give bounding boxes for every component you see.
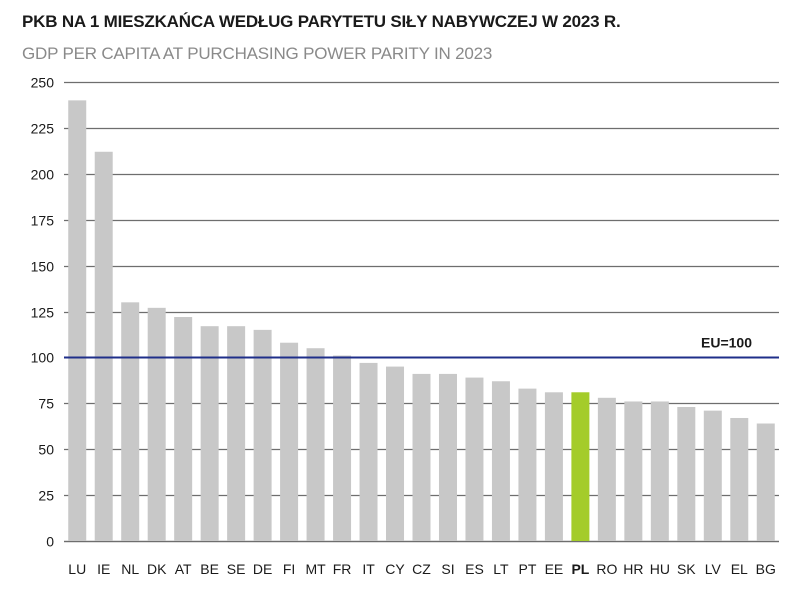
bar-de: [253, 329, 272, 541]
x-tick-label-cy: CY: [385, 561, 405, 577]
bar-lv: [703, 410, 722, 541]
x-tick-label-cz: CZ: [412, 561, 431, 577]
x-tick-label-el: EL: [731, 561, 748, 577]
bar-ie: [94, 151, 113, 541]
reference-line-group: EU=100: [64, 335, 779, 359]
x-tick-label-lt: LT: [493, 561, 509, 577]
bar-nl: [121, 302, 140, 541]
reference-line-label: EU=100: [701, 335, 752, 351]
x-tick-label-ro: RO: [596, 561, 617, 577]
bar-el: [730, 417, 749, 541]
y-tick-label: 25: [38, 488, 54, 504]
bar-bg: [756, 423, 775, 541]
y-tick-label: 50: [38, 442, 54, 458]
bar-dk: [147, 307, 166, 541]
bar-pt: [518, 388, 537, 541]
x-tick-label-se: SE: [227, 561, 246, 577]
y-tick-label: 175: [31, 213, 55, 229]
y-tick-label: 250: [31, 75, 55, 91]
chart-subtitle: GDP PER CAPITA AT PURCHASING POWER PARIT…: [22, 44, 493, 63]
bar-hu: [650, 401, 669, 541]
x-tick-label-si: SI: [441, 561, 454, 577]
x-tick-label-fr: FR: [333, 561, 352, 577]
y-tick-label: 150: [31, 259, 55, 275]
bar-es: [465, 377, 484, 541]
bar-fi: [280, 342, 299, 541]
y-tick-label: 75: [38, 396, 54, 412]
bar-be: [200, 326, 219, 541]
y-axis-ticks: 0 25 50 75 100 125 150 175 200 225 250: [31, 75, 55, 550]
y-tick-label: 0: [46, 534, 54, 550]
bar-si: [438, 373, 457, 541]
y-tick-label: 125: [31, 305, 55, 321]
y-tick-label: 100: [31, 350, 55, 366]
y-tick-label: 225: [31, 121, 55, 137]
x-tick-label-be: BE: [200, 561, 219, 577]
x-tick-label-lv: LV: [705, 561, 722, 577]
x-tick-label-bg: BG: [756, 561, 776, 577]
x-tick-label-de: DE: [253, 561, 272, 577]
x-tick-label-lu: LU: [68, 561, 86, 577]
x-tick-label-hu: HU: [650, 561, 670, 577]
x-tick-label-nl: NL: [121, 561, 139, 577]
x-tick-label-fi: FI: [283, 561, 295, 577]
x-tick-label-es: ES: [465, 561, 484, 577]
x-tick-label-it: IT: [362, 561, 375, 577]
bar-lt: [491, 381, 510, 541]
bar-pl: [571, 392, 590, 541]
bars: [68, 100, 775, 542]
x-tick-label-sk: SK: [677, 561, 696, 577]
x-axis-labels: LU IE NL DK AT BE SE DE FI MT FR IT CY CZ SI ES LT PT EE PL…: [68, 561, 776, 577]
x-tick-label-pt: PT: [518, 561, 536, 577]
x-tick-label-mt: MT: [305, 561, 326, 577]
chart-title: PKB NA 1 MIESZKAŃCA WEDŁUG PARYTETU SIŁY…: [22, 12, 621, 31]
y-tick-label: 200: [31, 167, 55, 183]
x-tick-label-at: AT: [175, 561, 192, 577]
bar-hr: [624, 401, 643, 541]
x-tick-label-dk: DK: [147, 561, 167, 577]
bar-at: [174, 317, 193, 541]
bar-sk: [677, 406, 696, 541]
bar-cy: [386, 366, 405, 541]
bar-lu: [68, 100, 87, 542]
bar-ro: [597, 397, 616, 541]
bar-ee: [544, 392, 563, 541]
bar-it: [359, 362, 378, 541]
x-tick-label-pl: PL: [571, 561, 589, 577]
bar-se: [227, 326, 246, 541]
bar-mt: [306, 348, 325, 541]
x-tick-label-ie: IE: [97, 561, 110, 577]
bar-cz: [412, 373, 431, 541]
x-tick-label-hr: HR: [623, 561, 643, 577]
bar-fr: [333, 355, 352, 541]
x-tick-label-ee: EE: [545, 561, 564, 577]
